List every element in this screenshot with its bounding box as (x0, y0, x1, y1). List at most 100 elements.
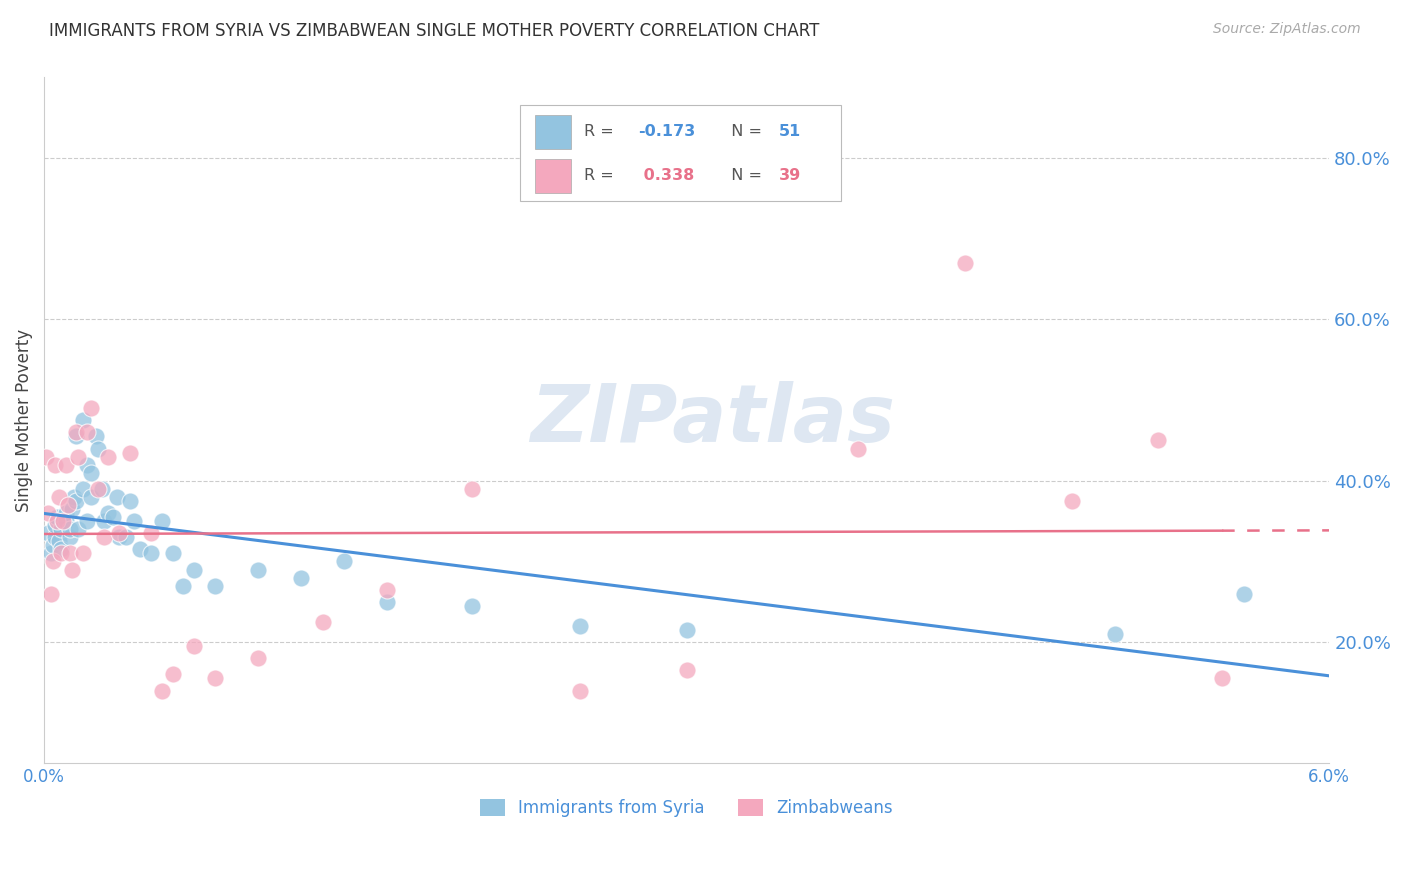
Point (568, 619, 591, 633)
Text: N =: N = (721, 169, 768, 184)
Point (375, 595, 398, 609)
Point (56, 498, 79, 512)
Point (72, 482, 94, 496)
Point (63, 490, 86, 504)
Point (172, 579, 194, 593)
Point (141, 526, 163, 541)
Point (1147, 434, 1170, 448)
Point (97, 506, 120, 520)
Point (65, 425, 87, 440)
Point (86, 442, 108, 456)
Point (150, 514, 173, 528)
Point (129, 542, 152, 557)
Point (51, 542, 73, 557)
Point (118, 445, 141, 459)
Point (333, 554, 356, 568)
Text: 39: 39 (779, 169, 801, 184)
Point (675, 623, 697, 637)
Point (247, 651, 270, 665)
Point (59, 530, 82, 544)
Point (114, 530, 136, 544)
Point (1062, 494, 1084, 508)
Point (105, 490, 128, 504)
Point (72, 413, 94, 427)
Text: N =: N = (721, 124, 768, 139)
Point (46, 514, 69, 528)
Text: ZIPatlas: ZIPatlas (530, 381, 894, 459)
Point (183, 562, 205, 576)
Text: 51: 51 (779, 124, 801, 139)
Point (204, 579, 226, 593)
Text: IMMIGRANTS FROM SYRIA VS ZIMBABWEAN SINGLE MOTHER POVERTY CORRELATION CHART: IMMIGRANTS FROM SYRIA VS ZIMBABWEAN SING… (49, 22, 820, 40)
Point (59, 522, 82, 536)
Point (39, 546, 62, 560)
Legend: Immigrants from Syria, Zimbabweans: Immigrants from Syria, Zimbabweans (474, 792, 900, 823)
Point (41, 538, 63, 552)
Text: 0.338: 0.338 (638, 169, 695, 184)
Point (375, 582, 398, 597)
Point (46, 510, 69, 524)
Point (37, 526, 59, 541)
Point (204, 672, 226, 686)
Point (76, 425, 98, 440)
Point (108, 526, 131, 541)
Point (461, 599, 484, 613)
Point (162, 667, 184, 681)
Point (51, 546, 73, 560)
Point (80, 466, 103, 480)
Point (97, 450, 120, 464)
Point (84, 429, 107, 443)
Point (953, 256, 976, 270)
Point (122, 514, 145, 528)
Point (86, 482, 108, 496)
Point (72, 546, 94, 560)
Point (44, 518, 66, 533)
Point (461, 482, 484, 496)
Point (44, 530, 66, 544)
Point (183, 639, 205, 653)
Point (44, 458, 66, 472)
Point (141, 546, 163, 560)
Point (290, 571, 312, 585)
Point (311, 615, 333, 629)
Point (1232, 587, 1254, 601)
Point (162, 546, 184, 560)
Point (60, 562, 83, 576)
Point (65, 494, 87, 508)
Point (35, 450, 58, 464)
Point (52, 514, 75, 528)
Point (55, 458, 77, 472)
FancyBboxPatch shape (536, 159, 571, 193)
Point (1104, 627, 1126, 641)
Text: R =: R = (583, 169, 619, 184)
Point (55, 506, 77, 520)
Point (60, 502, 83, 516)
Point (101, 510, 124, 524)
Point (65, 429, 87, 443)
Point (93, 530, 115, 544)
Point (150, 683, 173, 698)
Point (37, 506, 59, 520)
Point (91, 482, 114, 496)
Text: Source: ZipAtlas.com: Source: ZipAtlas.com (1213, 22, 1361, 37)
FancyBboxPatch shape (520, 105, 841, 201)
Point (51, 522, 73, 536)
Point (568, 683, 591, 698)
Point (39, 587, 62, 601)
Point (59, 546, 82, 560)
Point (1211, 672, 1233, 686)
Point (675, 664, 697, 678)
Point (846, 442, 869, 456)
Point (93, 514, 115, 528)
Point (55, 514, 77, 528)
Point (80, 490, 103, 504)
Point (67, 450, 90, 464)
Point (76, 458, 98, 472)
Y-axis label: Single Mother Poverty: Single Mother Poverty (15, 329, 32, 512)
Point (247, 562, 270, 576)
Point (108, 530, 131, 544)
Point (48, 534, 70, 549)
FancyBboxPatch shape (536, 114, 571, 149)
Point (48, 490, 70, 504)
Text: -0.173: -0.173 (638, 124, 695, 139)
